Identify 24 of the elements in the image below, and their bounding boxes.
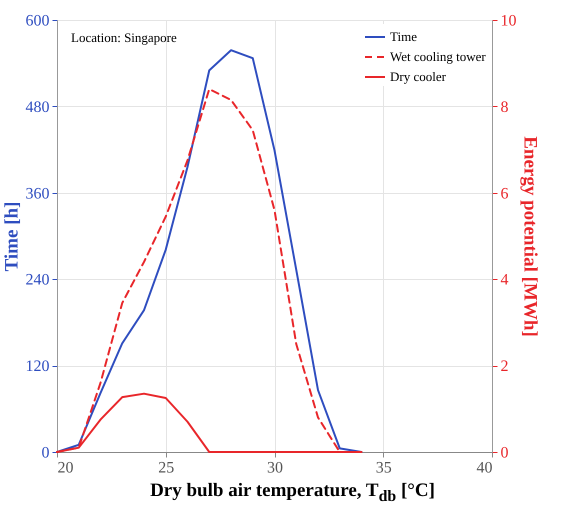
y2-tick-label: 10 <box>500 12 516 30</box>
y2-axis-title: Energy potential [MWh] <box>520 136 540 337</box>
x-tick-label: 35 <box>376 460 392 476</box>
y-tick-label: 600 <box>26 12 50 30</box>
y-tick-label: 0 <box>42 444 50 462</box>
y-tick-label: 240 <box>26 272 50 289</box>
x-axis-title: Dry bulb air temperature, T$_{db}$ [°C] <box>149 480 436 506</box>
x-tick-label: 25 <box>158 460 174 476</box>
y-axis-title: Time [h] <box>2 202 22 272</box>
y-tick-label: 480 <box>26 98 50 116</box>
y2-tick-label: 2 <box>500 358 508 376</box>
x-tick-label: 20 <box>58 460 74 476</box>
legend-label: Time <box>390 29 418 44</box>
y2-tick-label: 0 <box>500 444 508 462</box>
y2-tick-label: 4 <box>500 272 508 289</box>
y-tick-label: 120 <box>26 358 50 376</box>
legend-label: Wet cooling tower <box>390 49 486 64</box>
y2-tick-label: 6 <box>500 185 508 202</box>
annotation: Location: Singapore <box>71 30 178 45</box>
y2-tick-label: 8 <box>500 98 508 116</box>
x-tick-label: 40 <box>476 460 492 476</box>
legend-label: Dry cooler <box>390 69 447 84</box>
y-tick-label: 360 <box>26 185 50 202</box>
x-tick-label: 30 <box>267 460 283 476</box>
